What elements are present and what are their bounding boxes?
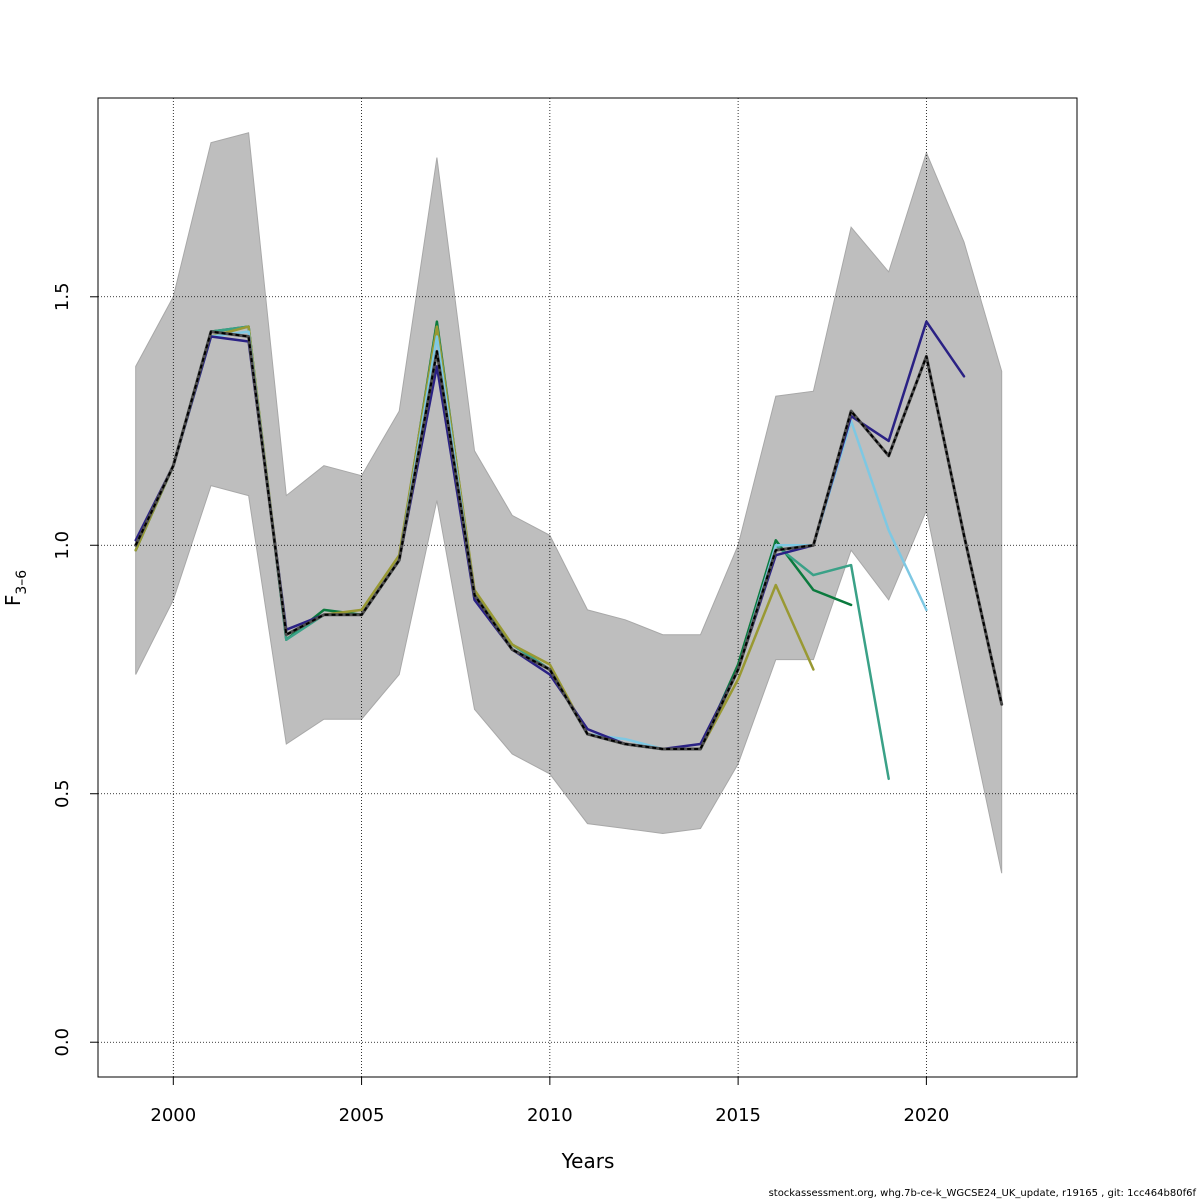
y-tick-label-2: 1.0 bbox=[52, 531, 73, 560]
y-axis-title-sub: 3–6 bbox=[14, 570, 30, 595]
series-line-5 bbox=[134, 330, 1003, 750]
y-tick-label-0: 0.0 bbox=[52, 1028, 73, 1057]
grid-layer bbox=[98, 98, 1077, 1077]
x-axis-title: Years bbox=[561, 1149, 615, 1173]
confidence-band bbox=[135, 132, 1003, 874]
series-layer bbox=[134, 320, 1004, 781]
x-tick-label-2010: 2010 bbox=[527, 1105, 573, 1126]
confidence-band-layer bbox=[135, 132, 1003, 874]
footer-text: stockassessment.org, whg.7b-ce-k_WGCSE24… bbox=[769, 1188, 1197, 1199]
y-tick-label-3: 1.5 bbox=[52, 282, 73, 311]
axis-layer: 2000 2005 2010 2015 2020 0.0 0.5 1.0 1.5 bbox=[52, 282, 949, 1126]
y-axis-title-main: F bbox=[1, 595, 25, 607]
y-axis-title: F3–6 bbox=[1, 570, 30, 606]
x-tick-label-2020: 2020 bbox=[903, 1105, 949, 1126]
x-tick-label-2000: 2000 bbox=[150, 1105, 196, 1126]
x-tick-label-2005: 2005 bbox=[339, 1105, 385, 1126]
y-tick-label-1: 0.5 bbox=[52, 779, 73, 808]
plot-frame bbox=[97, 97, 1078, 1078]
x-tick-label-2015: 2015 bbox=[715, 1105, 761, 1126]
